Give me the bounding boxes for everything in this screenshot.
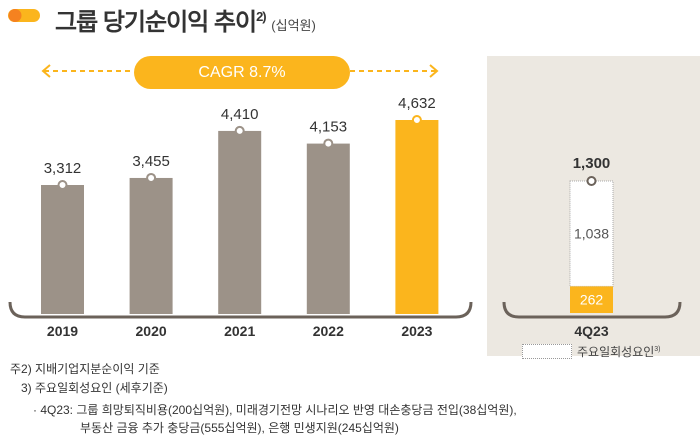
legend-swatch: [522, 344, 572, 359]
cagr-arrow: [41, 64, 439, 78]
unit-label: (십억원): [271, 18, 316, 33]
x-tick-label: 4Q23: [574, 323, 608, 339]
note-3a: · 4Q23: 그룹 희망퇴직비용(200십억원), 미래경기전망 시나리오 반…: [33, 403, 517, 417]
x-axis-bracket-4q23: [502, 301, 682, 319]
bar-2022: [306, 143, 350, 314]
legend-label: 주요일회성요인3): [577, 345, 661, 359]
bar-marker: [57, 180, 68, 190]
title-footnote: 2): [256, 9, 267, 24]
bar-2021: [218, 130, 262, 314]
note-3b: 부동산 금융 추가 충당금(555십억원), 은행 민생지원(245십억원): [80, 421, 399, 435]
title-bullet-dot: [8, 9, 22, 22]
x-tick-label: 2023: [401, 323, 432, 339]
data-label: 3,312: [44, 160, 82, 177]
note-2: 주2) 지배기업지분순이익 기준: [10, 362, 160, 376]
bar-2020: [129, 177, 173, 314]
bar-marker: [146, 172, 157, 183]
bar-2019: [41, 185, 84, 314]
x-tick-label: 2022: [313, 323, 344, 339]
x-axis-bracket: [8, 301, 473, 319]
bar-marker: [411, 115, 422, 126]
base-label: 262: [580, 292, 604, 308]
bar-2023: [395, 120, 439, 314]
x-tick-label: 2020: [136, 323, 167, 339]
note-3: 3) 주요일회성요인 (세후기준): [21, 381, 168, 395]
page-title: 그룹 당기순이익 추이2) (십억원): [55, 2, 316, 37]
x-tick-label: 2021: [224, 323, 255, 339]
data-label: 4,153: [310, 119, 348, 136]
one-off-label: 1,038: [574, 226, 609, 242]
one-off-segment: [569, 180, 614, 287]
base-segment: [570, 286, 613, 313]
data-label: 4,410: [221, 106, 259, 123]
data-label: 3,455: [132, 153, 170, 170]
bar-marker: [234, 125, 245, 136]
bar-marker: [323, 138, 334, 149]
bar-marker: [586, 176, 597, 186]
cagr-badge: CAGR 8.7%: [134, 56, 350, 89]
data-label: 4,632: [398, 95, 436, 112]
x-tick-label: 2019: [47, 323, 78, 339]
title-text: 그룹 당기순이익 추이: [55, 9, 257, 36]
total-label: 1,300: [573, 155, 611, 172]
